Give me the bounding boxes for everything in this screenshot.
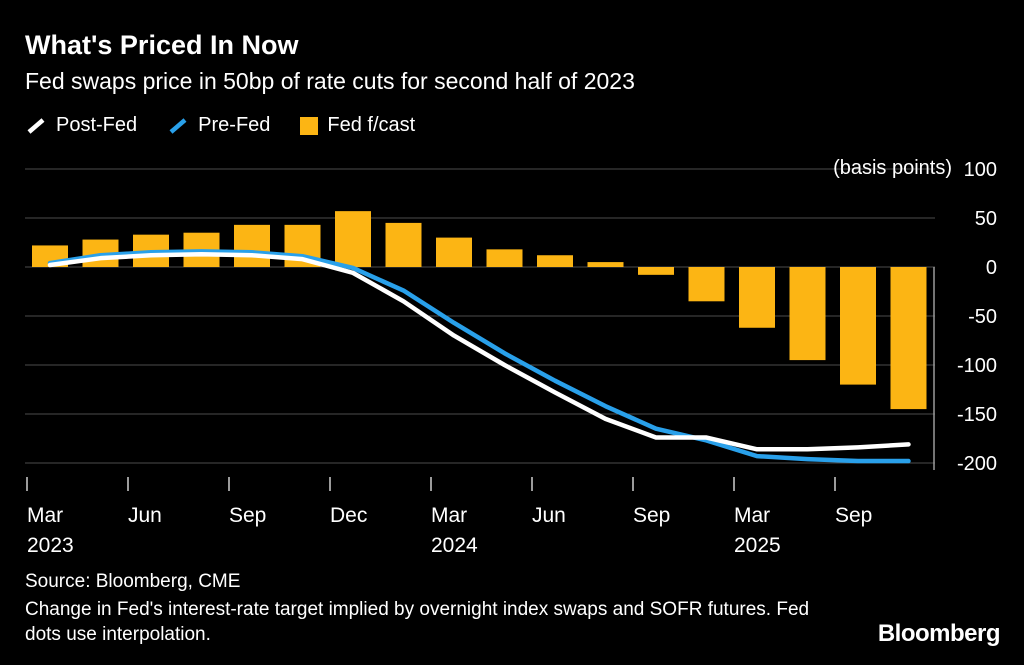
svg-text:Mar: Mar [734, 504, 770, 527]
footnote: Change in Fed's interest-rate target imp… [25, 599, 810, 645]
pre-fed-line-swatch [169, 117, 187, 134]
source-line: Source: Bloomberg, CME [25, 571, 241, 592]
legend-label-fed-fcast: Fed f/cast [327, 114, 416, 136]
svg-text:Jun: Jun [532, 504, 566, 527]
post-fed-line-swatch [27, 117, 45, 134]
svg-text:Sep: Sep [229, 504, 266, 527]
chart-legend: Post-Fed Pre-Fed Fed f/cast [25, 114, 415, 137]
legend-label-pre-fed: Pre-Fed [198, 114, 271, 136]
svg-text:100: 100 [964, 159, 997, 181]
legend-item-fed-fcast: Fed f/cast [300, 114, 415, 137]
svg-text:Mar: Mar [431, 504, 467, 527]
svg-text:-50: -50 [968, 306, 997, 328]
chart-title: What's Priced In Now [25, 30, 299, 60]
svg-text:Jun: Jun [128, 504, 162, 527]
legend-label-post-fed: Post-Fed [56, 114, 138, 136]
svg-text:50: 50 [975, 208, 997, 230]
axis-unit-label: (basis points) [833, 157, 952, 179]
svg-text:Sep: Sep [633, 504, 670, 527]
svg-text:-100: -100 [957, 355, 997, 377]
legend-item-post-fed: Post-Fed [25, 114, 137, 137]
svg-text:Mar: Mar [27, 504, 63, 527]
svg-text:0: 0 [986, 257, 997, 279]
chart-subtitle: Fed swaps price in 50bp of rate cuts for… [25, 68, 635, 94]
svg-text:Sep: Sep [835, 504, 872, 527]
svg-text:-200: -200 [957, 453, 997, 475]
svg-text:Dec: Dec [330, 504, 367, 527]
svg-text:2023: 2023 [27, 534, 74, 557]
svg-text:2024: 2024 [431, 534, 478, 557]
fed-fcast-bar-swatch [300, 116, 319, 135]
svg-text:2025: 2025 [734, 534, 781, 557]
legend-item-pre-fed: Pre-Fed [167, 114, 270, 137]
svg-text:-150: -150 [957, 404, 997, 426]
bloomberg-logo: Bloomberg [877, 620, 1001, 647]
